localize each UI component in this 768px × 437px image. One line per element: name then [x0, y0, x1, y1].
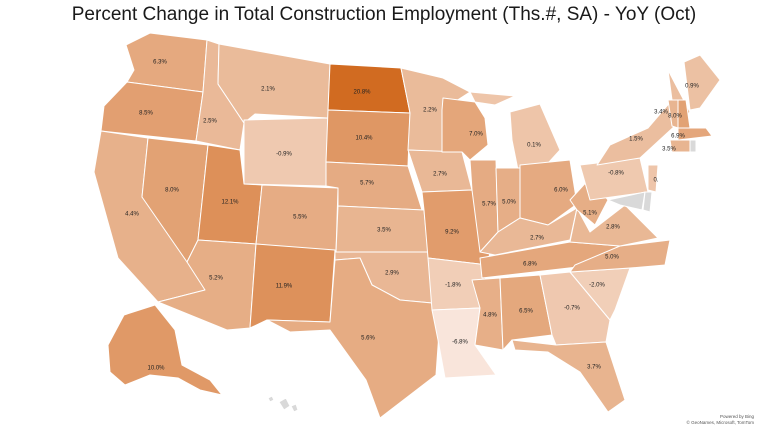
state-label-fl: 3.7%	[587, 365, 601, 371]
state-label-ky: 2.7%	[530, 236, 544, 242]
state-label-in: 5.0%	[502, 200, 516, 206]
state-label-az: 5.2%	[209, 276, 223, 282]
state-label-wi: 7.0%	[469, 132, 483, 138]
state-label-ct: 3.5%	[662, 147, 676, 153]
state-label-mt: 2.1%	[261, 87, 275, 93]
state-label-mo: 9.2%	[445, 230, 459, 236]
state-nd[interactable]	[327, 63, 411, 114]
state-label-il: 5.7%	[482, 202, 496, 208]
state-al[interactable]	[499, 274, 553, 351]
state-label-nj: 0.	[653, 178, 658, 184]
state-label-al: 6.5%	[519, 309, 533, 315]
state-ma[interactable]	[677, 127, 713, 141]
map-credit: Powered by Bing © GeoNames, Microsoft, T…	[687, 414, 755, 426]
state-label-me: 0.9%	[685, 84, 699, 90]
state-label-nm: 11.9%	[276, 284, 293, 290]
state-label-oh: 6.0%	[554, 188, 568, 194]
state-label-ny: 1.5%	[629, 137, 643, 143]
state-tx[interactable]	[266, 257, 441, 419]
state-or[interactable]	[100, 81, 204, 142]
state-label-va: 2.8%	[606, 225, 620, 231]
state-label-wa: 6.3%	[153, 60, 167, 66]
state-ak[interactable]	[107, 304, 223, 396]
state-label-nc: 5.0%	[605, 255, 619, 261]
state-label-ks: 3.5%	[377, 228, 391, 234]
state-va[interactable]	[569, 204, 659, 247]
state-label-ok: 2.9%	[385, 271, 399, 277]
state-ky[interactable]	[479, 207, 578, 256]
state-label-sc: -2.0%	[589, 283, 605, 289]
state-oh[interactable]	[519, 159, 578, 226]
state-label-wy: -0.9%	[276, 152, 292, 158]
state-label-mi: 0.1%	[527, 143, 541, 149]
state-ms[interactable]	[471, 277, 504, 351]
state-hi[interactable]	[267, 395, 299, 413]
state-label-co: 5.5%	[293, 215, 307, 221]
map-title: Percent Change in Total Construction Emp…	[71, 4, 697, 25]
state-label-la: -6.8%	[452, 340, 468, 346]
state-fl[interactable]	[511, 339, 626, 413]
state-label-pa: -0.8%	[608, 171, 624, 177]
state-label-ut: 12.1%	[221, 200, 239, 206]
state-label-ia: 2.7%	[433, 172, 447, 178]
state-label-nd: 20.8%	[353, 90, 371, 96]
state-me[interactable]	[683, 54, 721, 111]
state-label-sd: 10.4%	[355, 136, 373, 142]
state-wi[interactable]	[441, 97, 489, 161]
state-de[interactable]	[642, 191, 653, 213]
state-md[interactable]	[607, 191, 646, 211]
state-label-ms: 4.8%	[483, 313, 497, 319]
state-label-nh: 8.0%	[668, 114, 682, 120]
credit-line-1: Powered by Bing	[719, 414, 754, 419]
state-label-or: 8.5%	[139, 111, 153, 117]
state-label-ar: -1.8%	[445, 283, 461, 289]
state-label-vt: 3.4%	[654, 110, 668, 116]
state-label-ma: 6.9%	[671, 134, 685, 140]
state-label-ga: -0.7%	[564, 306, 580, 312]
state-label-nv: 8.0%	[165, 188, 179, 194]
state-ne[interactable]	[325, 161, 423, 211]
state-label-mn: 2.2%	[423, 108, 437, 114]
state-label-ak: 10.0%	[147, 366, 165, 372]
state-ri[interactable]	[689, 139, 697, 153]
state-label-tn: 6.8%	[523, 262, 537, 268]
state-label-ca: 4.4%	[125, 212, 139, 218]
state-label-ne: 5.7%	[360, 181, 374, 187]
state-label-id: 2.5%	[203, 119, 217, 125]
state-label-tx: 5.6%	[361, 336, 375, 342]
state-nj[interactable]	[647, 164, 659, 193]
credit-line-2: © GeoNames, Microsoft, TomTom	[686, 420, 755, 425]
state-label-wv: 5.1%	[583, 211, 597, 217]
state-nm[interactable]	[249, 243, 336, 329]
